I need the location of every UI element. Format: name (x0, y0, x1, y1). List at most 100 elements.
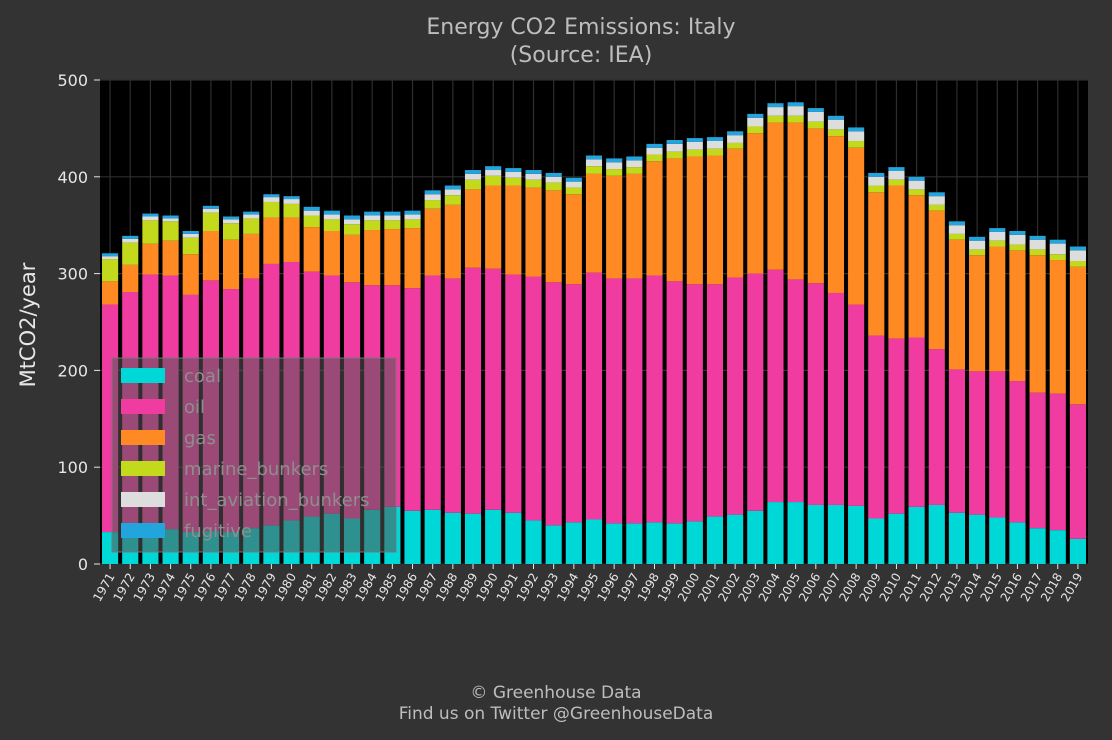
bar-gas-1987 (424, 208, 441, 276)
y-tick-label: 200 (57, 361, 88, 380)
bar-oil-2011 (908, 337, 925, 507)
footer-copyright: © Greenhouse Data (470, 683, 642, 703)
bar-gas-2005 (787, 122, 804, 280)
bar-marine_bunkers-1989 (464, 179, 482, 190)
bar-int_aviation_bunkers-1971 (102, 256, 119, 260)
legend-swatch-fugitive (121, 523, 165, 538)
legend-swatch-marine_bunkers (121, 461, 165, 476)
bar-marine_bunkers-2001 (706, 148, 724, 156)
bar-int_aviation_bunkers-2005 (787, 106, 804, 116)
bar-gas-1999 (666, 158, 683, 282)
bar-fugitive-2010 (888, 167, 905, 171)
bar-oil-1993 (545, 282, 562, 526)
bar-fugitive-1986 (404, 210, 421, 215)
bar-gas-2007 (827, 136, 845, 293)
bar-int_aviation_bunkers-2009 (868, 176, 885, 186)
bar-fugitive-1973 (142, 213, 159, 217)
bar-oil-2009 (868, 335, 885, 519)
bar-fugitive-2005 (787, 102, 804, 107)
bar-marine_bunkers-1974 (162, 221, 179, 241)
bar-coal-1988 (444, 512, 461, 564)
bar-gas-2004 (767, 122, 784, 270)
bar-oil-1997 (626, 278, 643, 524)
bar-fugitive-1991 (505, 168, 522, 172)
bar-fugitive-1981 (303, 206, 320, 211)
bar-gas-2015 (989, 246, 1006, 372)
y-tick-label: 100 (57, 458, 88, 477)
bar-coal-2014 (969, 514, 986, 564)
bar-gas-1993 (545, 190, 562, 283)
bar-int_aviation_bunkers-1987 (424, 194, 441, 201)
bar-gas-2002 (727, 148, 744, 278)
bar-gas-2014 (969, 255, 986, 372)
bar-int_aviation_bunkers-2012 (928, 196, 945, 205)
bar-gas-2010 (888, 185, 905, 339)
footer-twitter: Find us on Twitter @GreenhouseData (398, 704, 714, 724)
bar-coal-2003 (747, 510, 764, 564)
bar-coal-1993 (545, 525, 562, 564)
bar-fugitive-1990 (485, 166, 502, 171)
bar-fugitive-2018 (1049, 239, 1066, 244)
bar-marine_bunkers-2019 (1069, 261, 1086, 267)
bar-gas-2018 (1049, 260, 1066, 394)
bar-int_aviation_bunkers-2000 (686, 141, 703, 150)
bar-oil-1999 (666, 281, 683, 524)
legend-label-coal: coal (184, 366, 221, 387)
bar-marine_bunkers-2011 (908, 189, 925, 196)
bar-coal-1997 (626, 523, 643, 564)
bar-fugitive-1980 (283, 196, 300, 200)
bar-marine_bunkers-1987 (424, 200, 441, 209)
bar-int_aviation_bunkers-1978 (243, 214, 260, 219)
legend: coal oil gas marine_bunkers int_aviation_bun… (111, 357, 397, 553)
bar-coal-1989 (464, 513, 482, 564)
bar-gas-1996 (606, 175, 623, 279)
bar-coal-1986 (404, 510, 421, 564)
bar-gas-1978 (243, 233, 260, 279)
bar-int_aviation_bunkers-1991 (505, 171, 522, 178)
bar-int_aviation_bunkers-2006 (807, 111, 824, 122)
bar-marine_bunkers-2009 (868, 185, 885, 193)
bar-fugitive-1995 (585, 155, 603, 160)
bar-int_aviation_bunkers-2013 (948, 225, 966, 234)
bar-marine_bunkers-2014 (969, 249, 986, 256)
bar-gas-2009 (868, 192, 885, 336)
bar-marine_bunkers-2006 (807, 121, 824, 129)
bar-coal-1996 (606, 523, 623, 564)
bar-int_aviation_bunkers-1981 (303, 210, 320, 216)
legend-swatch-coal (121, 368, 165, 383)
bar-marine_bunkers-1985 (384, 220, 401, 230)
bar-coal-2018 (1049, 530, 1066, 564)
bar-coal-1994 (565, 522, 582, 564)
bar-fugitive-2016 (1009, 231, 1026, 235)
bar-marine_bunkers-1991 (505, 177, 522, 186)
y-tick-label: 0 (78, 555, 88, 574)
bar-marine_bunkers-1984 (364, 220, 381, 231)
bar-gas-2016 (1009, 250, 1026, 382)
bar-fugitive-1976 (202, 205, 219, 209)
bar-marine_bunkers-1972 (122, 242, 139, 265)
bar-gas-2013 (948, 239, 966, 370)
bar-int_aviation_bunkers-1983 (343, 219, 361, 225)
bar-gas-2006 (807, 128, 824, 284)
bar-oil-1994 (565, 284, 582, 523)
bar-fugitive-2009 (868, 172, 885, 177)
bar-int_aviation_bunkers-2010 (888, 170, 905, 180)
bar-fugitive-1999 (666, 140, 683, 144)
bar-coal-2016 (1009, 522, 1026, 564)
bar-marine_bunkers-2007 (827, 129, 845, 137)
bar-int_aviation_bunkers-1997 (626, 160, 643, 168)
bar-int_aviation_bunkers-1974 (162, 218, 179, 222)
bar-coal-1987 (424, 509, 441, 564)
bar-gas-1971 (102, 281, 119, 305)
bar-marine_bunkers-2003 (747, 126, 764, 134)
bar-gas-2012 (928, 210, 945, 350)
bar-marine_bunkers-1976 (202, 212, 219, 232)
bar-fugitive-1994 (565, 177, 582, 182)
bar-coal-1999 (666, 523, 683, 564)
bar-fugitive-2002 (727, 131, 744, 136)
bar-marine_bunkers-1981 (303, 215, 320, 228)
bar-gas-1985 (384, 229, 401, 286)
legend-swatch-oil (121, 399, 165, 414)
bar-marine_bunkers-1994 (565, 187, 582, 195)
bar-fugitive-2013 (948, 221, 966, 226)
